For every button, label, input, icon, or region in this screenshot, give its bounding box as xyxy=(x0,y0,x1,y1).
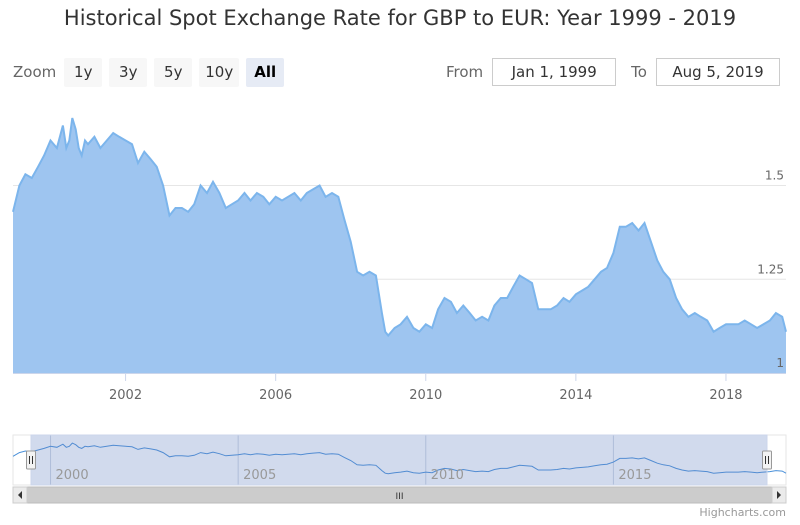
navigator-x-tick-label: 2005 xyxy=(243,468,276,483)
x-tick-label: 2018 xyxy=(709,388,742,403)
navigator-handle-body[interactable] xyxy=(26,450,36,470)
navigator-selection-mask[interactable] xyxy=(30,434,768,486)
y-tick-label: 1.5 xyxy=(765,169,784,183)
navigator-x-tick-label: 2015 xyxy=(618,468,651,483)
series-area xyxy=(13,118,786,373)
chart-title: Historical Spot Exchange Rate for GBP to… xyxy=(63,6,737,30)
series-line xyxy=(12,117,787,338)
scrollbar[interactable]: III xyxy=(12,486,787,504)
zoom-1y-button[interactable]: 1y xyxy=(64,57,103,87)
zoom-bar: Zoom 1y 3y 5y 10y All xyxy=(13,57,291,87)
y-tick-label: 1.25 xyxy=(757,262,784,276)
x-tick-label: 2006 xyxy=(259,388,292,403)
y-axis: 1 1.25 1.5 xyxy=(757,169,784,371)
navigator-x-tick-label: 2000 xyxy=(56,468,89,483)
navigator-handle-right[interactable] xyxy=(762,450,772,470)
scrollbar-right-arrow-button[interactable] xyxy=(771,486,787,504)
x-axis: 2002 2006 2010 2014 2018 xyxy=(109,373,743,403)
chevron-right-icon xyxy=(777,491,781,499)
scrollbar-grip-label: III xyxy=(396,492,404,502)
y-tick-label: 1 xyxy=(776,356,784,370)
x-tick-label: 2002 xyxy=(109,388,142,403)
zoom-3y-button[interactable]: 3y xyxy=(109,57,148,87)
navigator-x-axis: 2000 2005 2010 2015 xyxy=(56,468,652,483)
x-tick-label: 2014 xyxy=(559,388,592,403)
range-selector: From Jan 1, 1999 To Aug 5, 2019 xyxy=(446,57,780,87)
navigator-grid xyxy=(50,435,614,485)
zoom-5y-button[interactable]: 5y xyxy=(154,57,193,87)
zoom-label: Zoom xyxy=(13,63,57,81)
to-date-input[interactable]: Aug 5, 2019 xyxy=(655,58,780,86)
navigator-x-tick-label: 2010 xyxy=(431,468,464,483)
chevron-left-icon xyxy=(18,491,22,499)
scrollbar-left-arrow-button[interactable] xyxy=(12,486,28,504)
navigator[interactable]: 2000 2005 2010 2015 xyxy=(12,434,787,486)
to-label: To xyxy=(631,63,647,81)
zoom-all-button[interactable]: All xyxy=(246,57,285,87)
zoom-10y-button[interactable]: 10y xyxy=(199,57,240,87)
credits-link[interactable]: Highcharts.com xyxy=(699,506,786,519)
navigator-handle-left[interactable] xyxy=(26,450,36,470)
navigator-handle-body[interactable] xyxy=(762,450,772,470)
from-label: From xyxy=(446,63,484,81)
navigator-background xyxy=(12,434,787,486)
x-tick-label: 2010 xyxy=(409,388,442,403)
from-date-input[interactable]: Jan 1, 1999 xyxy=(492,58,617,86)
navigator-series-line xyxy=(12,442,787,475)
